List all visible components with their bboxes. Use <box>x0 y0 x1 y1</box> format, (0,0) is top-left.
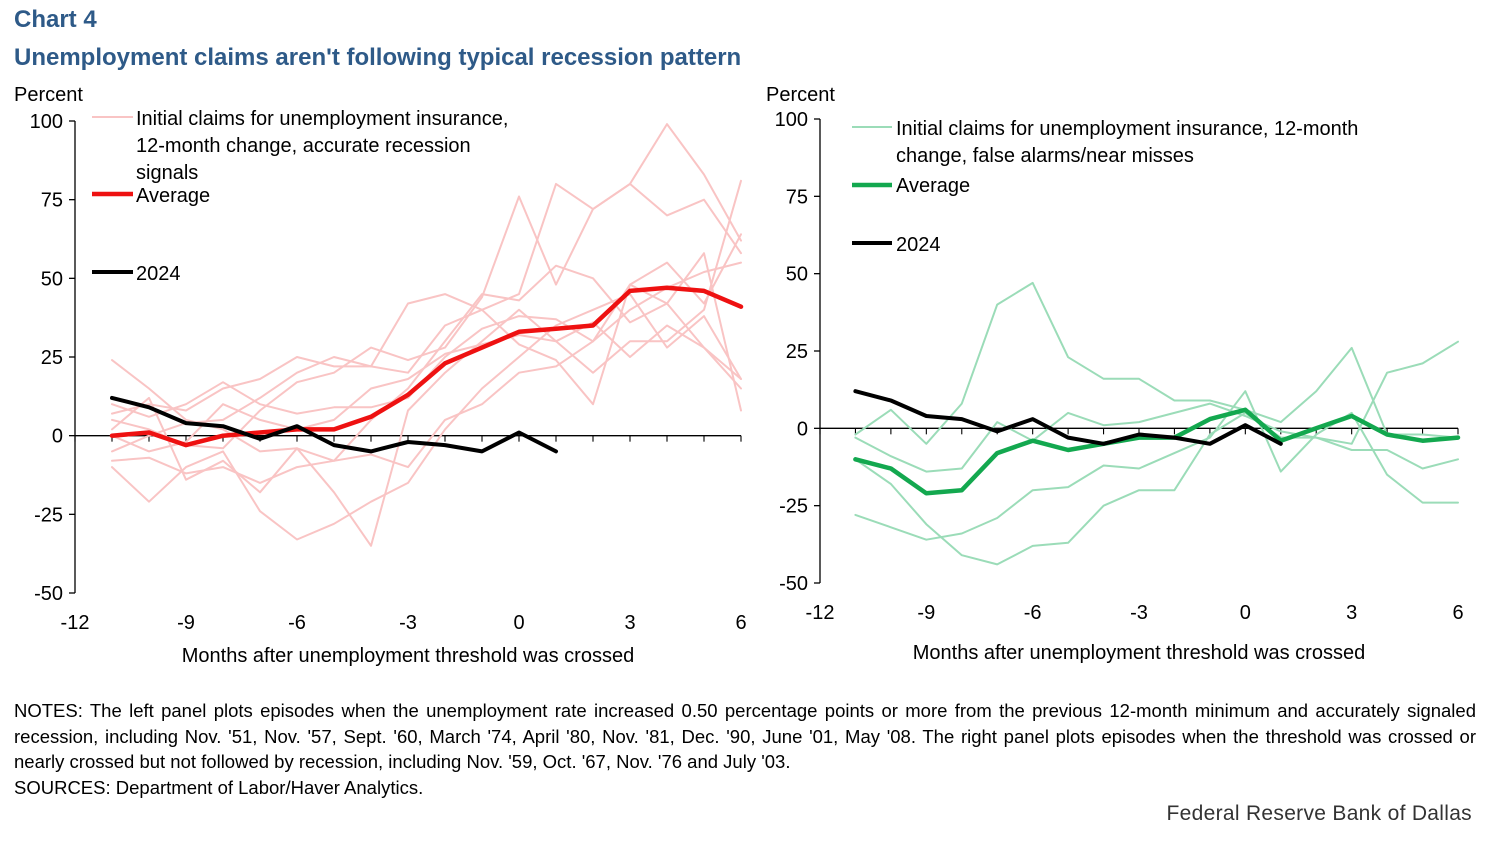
right-y-tick-label: 50 <box>786 264 808 286</box>
left-y-axis-title: Percent <box>14 84 83 106</box>
right-x-tick-label: -3 <box>1130 602 1148 624</box>
left-average-line <box>109 285 744 448</box>
left-y-tick-label: -50 <box>34 583 63 605</box>
right-2024-line <box>853 389 1283 446</box>
sources-text: SOURCES: Department of Labor/Haver Analy… <box>14 776 424 798</box>
left-y-tick-label: 50 <box>41 268 63 290</box>
right-y-tick-label: 100 <box>775 109 808 131</box>
chart-area: -50 -25 0 25 50 75 100 -12 -9 -6 -3 0 3 6 Percent Month… <box>14 84 1464 667</box>
left-episode-line <box>111 123 742 415</box>
left-x-tick-label: 6 <box>735 612 746 634</box>
right-episode-line <box>854 411 1459 566</box>
notes-text: NOTES: The left panel plots episodes whe… <box>14 700 1476 772</box>
left-2024-line <box>110 395 558 454</box>
right-x-tick-label: 6 <box>1452 602 1463 624</box>
right-x-tick-label: 0 <box>1240 602 1251 624</box>
left-legend-2024-text: 2024 <box>136 263 181 285</box>
right-x-tick-label: -9 <box>917 602 935 624</box>
left-episode-line <box>111 283 742 453</box>
right-x-axis-title: Months after unemployment threshold was … <box>913 642 1365 664</box>
right-y-tick-label: 25 <box>786 341 808 363</box>
left-x-tick-label: -12 <box>61 612 90 634</box>
left-episode-line <box>111 179 742 547</box>
right-y-tick-label: 0 <box>797 418 808 440</box>
left-y-tick-label: -25 <box>34 504 63 526</box>
right-x-tick-label: -12 <box>806 602 835 624</box>
right-episode-line <box>854 390 1459 541</box>
left-episode-line <box>111 182 742 450</box>
left-x-tick-label: -9 <box>177 612 195 634</box>
credit-text: Federal Reserve Bank of Dallas <box>1166 802 1472 825</box>
right-legend-2024-text: 2024 <box>896 234 941 256</box>
right-y-axis-title: Percent <box>766 84 835 106</box>
left-episode-line <box>111 321 742 453</box>
left-legend-average-text: Average <box>136 185 210 207</box>
right-y-tick-label: -25 <box>779 496 808 518</box>
left-y-tick-label: 100 <box>30 111 63 133</box>
right-legend-episodes-text: change, false alarms/near misses <box>896 145 1194 167</box>
right-x-tick-label: 3 <box>1346 602 1357 624</box>
right-episode-line <box>854 281 1459 445</box>
right-y-tick-label: -50 <box>779 573 808 595</box>
left-episode-line <box>111 252 742 484</box>
left-y-tick-label: 25 <box>41 347 63 369</box>
notes-block: NOTES: The left panel plots episodes whe… <box>14 698 1476 800</box>
left-legend-episodes-text: Initial claims for unemployment insuranc… <box>136 108 508 130</box>
left-x-axis-title: Months after unemployment threshold was … <box>182 645 634 667</box>
left-x-tick-label: 3 <box>624 612 635 634</box>
left-x-tick-label: -6 <box>288 612 306 634</box>
left-x-tick-label: -3 <box>399 612 417 634</box>
left-episode-line <box>111 233 742 418</box>
right-y-tick-label: 75 <box>786 186 808 208</box>
left-episode-line <box>111 293 742 541</box>
right-x-tick-label: -6 <box>1024 602 1042 624</box>
left-x-tick-label: 0 <box>513 612 524 634</box>
chart-number: Chart 4 <box>14 6 97 33</box>
left-panel: -50 -25 0 25 50 75 100 -12 -9 -6 -3 0 3 6 Percent Month… <box>14 84 747 667</box>
right-episode-line <box>854 340 1459 473</box>
left-y-tick-label: 0 <box>52 426 63 448</box>
right-legend-episodes-text: Initial claims for unemployment insuranc… <box>896 118 1358 140</box>
right-legend-average-text: Average <box>896 175 970 197</box>
left-legend-episodes-text: 12-month change, accurate recession <box>136 135 471 157</box>
left-legend-episodes-text: signals <box>136 162 198 184</box>
chart-title: Unemployment claims aren't following typ… <box>14 44 742 71</box>
right-panel: -50 -25 0 25 50 75 100 -12 -9 -6 -3 0 3 6 Percent Month… <box>766 84 1464 664</box>
left-y-tick-label: 75 <box>41 190 63 212</box>
